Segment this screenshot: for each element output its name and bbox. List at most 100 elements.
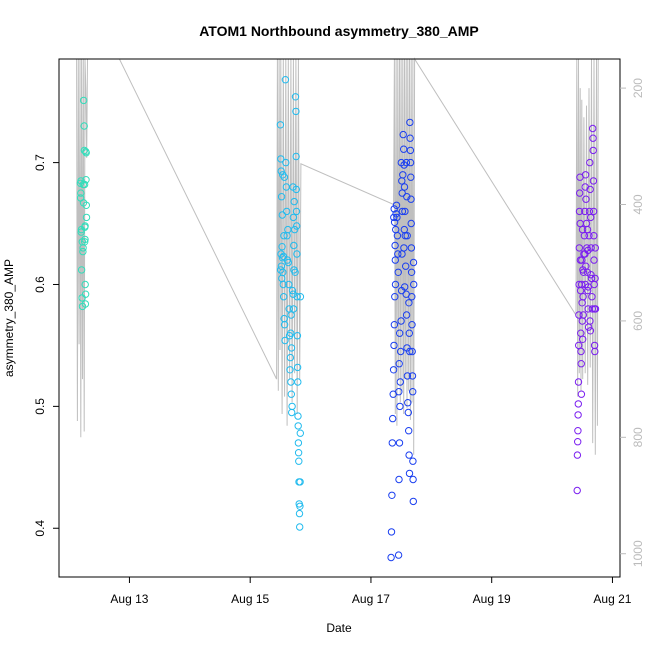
data-point [80, 146, 89, 155]
data-point [405, 329, 413, 337]
data-point [388, 439, 396, 447]
data-point [410, 280, 418, 289]
data-point [285, 280, 293, 289]
data-point [584, 286, 592, 295]
data-point [406, 347, 414, 356]
data-point [403, 232, 411, 240]
data-point [293, 222, 301, 230]
data-point [387, 553, 395, 562]
data-point [294, 378, 302, 386]
data-point [278, 243, 286, 251]
data-point [276, 121, 285, 129]
data-point [287, 344, 296, 352]
data-point [398, 207, 407, 216]
data-point [577, 390, 586, 398]
data-point [283, 207, 291, 216]
data-point [281, 76, 290, 84]
data-point [390, 341, 398, 350]
data-point [292, 152, 300, 161]
data-point [586, 185, 594, 194]
point-series [76, 96, 91, 311]
data-point [81, 222, 89, 230]
chart-title: ATOM1 Northbound asymmetry_380_AMP [199, 23, 479, 39]
data-point [77, 228, 85, 236]
data-point [589, 207, 598, 216]
data-point [390, 218, 399, 227]
data-point [578, 225, 587, 234]
data-point [390, 321, 399, 329]
data-point [292, 185, 300, 194]
y-tick-label: 0.7 [33, 154, 47, 171]
data-point [397, 347, 405, 356]
data-point [387, 528, 396, 536]
data-point [280, 173, 289, 181]
data-point [589, 177, 598, 185]
data-point [398, 189, 406, 197]
data-point [394, 551, 403, 559]
x-tick-label: Aug 17 [352, 592, 390, 606]
data-point [589, 146, 597, 155]
data-point [404, 408, 412, 417]
data-point [582, 262, 590, 270]
data-point [574, 400, 582, 408]
data-point [575, 244, 583, 252]
data-point [403, 372, 412, 380]
data-point [82, 213, 91, 222]
data-point [405, 469, 414, 478]
data-point [591, 244, 599, 252]
data-point [278, 274, 286, 283]
data-point [405, 299, 413, 307]
data-point [294, 439, 303, 447]
data-point [407, 219, 415, 228]
data-point [289, 290, 297, 298]
data-point [574, 378, 583, 386]
points-layer [76, 76, 600, 562]
data-point [402, 158, 411, 167]
data-point [284, 258, 292, 267]
data-point [574, 438, 582, 446]
data-point [388, 491, 396, 499]
data-point [290, 241, 298, 250]
data-point [286, 366, 294, 374]
data-point [587, 271, 595, 279]
data-point [405, 451, 413, 459]
data-point [294, 449, 303, 457]
data-point [407, 195, 415, 203]
data-point [392, 210, 400, 218]
data-point [406, 158, 415, 167]
data-point [80, 122, 88, 130]
data-point [404, 399, 412, 407]
data-point [82, 149, 90, 157]
secondary-y-axis: 200 400 600 800 1000 [620, 78, 645, 567]
y-tick-label: 0.6 [33, 276, 47, 293]
data-point [408, 347, 416, 356]
data-point [407, 173, 415, 181]
data-point [288, 286, 297, 295]
data-point [577, 360, 585, 368]
data-point [397, 158, 405, 167]
data-point [405, 427, 413, 435]
data-point [296, 523, 304, 531]
data-point [406, 118, 414, 127]
data-point [587, 213, 595, 222]
x-tick-label: Aug 21 [593, 592, 631, 606]
data-point [407, 244, 416, 252]
data-point [408, 321, 416, 329]
data-point [287, 378, 295, 386]
data-point [579, 293, 587, 301]
y2-tick-label: 1000 [631, 540, 645, 567]
y2-tick-label: 800 [631, 427, 645, 447]
data-point [402, 262, 410, 270]
data-point [280, 293, 288, 301]
data-point [279, 252, 288, 261]
data-point [296, 429, 304, 437]
data-point [293, 332, 302, 340]
data-point [79, 199, 88, 207]
data-point [80, 180, 89, 189]
y2-tick-label: 600 [631, 311, 645, 331]
data-point [293, 363, 302, 372]
data-point [577, 280, 586, 289]
data-point [287, 329, 295, 337]
data-point [289, 213, 298, 222]
